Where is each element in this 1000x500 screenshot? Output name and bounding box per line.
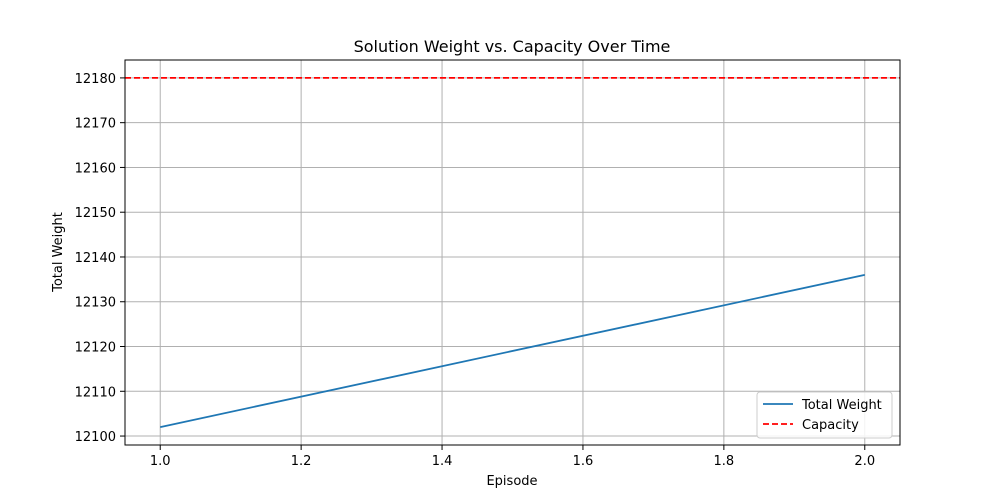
y-axis-title: Total Weight bbox=[51, 212, 66, 293]
y-tick-label: 12160 bbox=[75, 161, 116, 176]
x-tick-label: 1.4 bbox=[432, 454, 453, 469]
legend-label-total-weight: Total Weight bbox=[801, 398, 882, 413]
plot-area-frame bbox=[124, 59, 901, 446]
x-tick-label: 1.2 bbox=[291, 454, 312, 469]
x-tick-label: 2.0 bbox=[854, 454, 875, 469]
x-tick-label: 1.8 bbox=[714, 454, 735, 469]
x-tick-label: 1.6 bbox=[573, 454, 594, 469]
x-axis: 1.0 1.2 1.4 1.6 1.8 2.0 bbox=[150, 445, 875, 469]
y-tick-label: 12180 bbox=[75, 72, 116, 87]
y-tick-label: 12140 bbox=[75, 251, 116, 266]
y-axis: 12100 12110 12120 12130 12140 12150 12160 12170… bbox=[75, 72, 125, 445]
y-tick-label: 12100 bbox=[75, 430, 116, 445]
y-tick-label: 12150 bbox=[75, 206, 116, 221]
chart-title: Solution Weight vs. Capacity Over Time bbox=[354, 37, 671, 56]
legend-label-capacity: Capacity bbox=[802, 418, 859, 433]
legend: Total Weight Capacity bbox=[756, 391, 893, 439]
y-tick-label: 12110 bbox=[75, 385, 116, 400]
y-tick-label: 12130 bbox=[75, 296, 116, 311]
series-layer bbox=[125, 77, 900, 428]
x-axis-title: Episode bbox=[486, 474, 537, 489]
x-tick-label: 1.0 bbox=[150, 454, 171, 469]
y-tick-label: 12170 bbox=[75, 117, 116, 132]
y-tick-label: 12120 bbox=[75, 341, 116, 356]
series-line-total-weight bbox=[160, 274, 865, 428]
